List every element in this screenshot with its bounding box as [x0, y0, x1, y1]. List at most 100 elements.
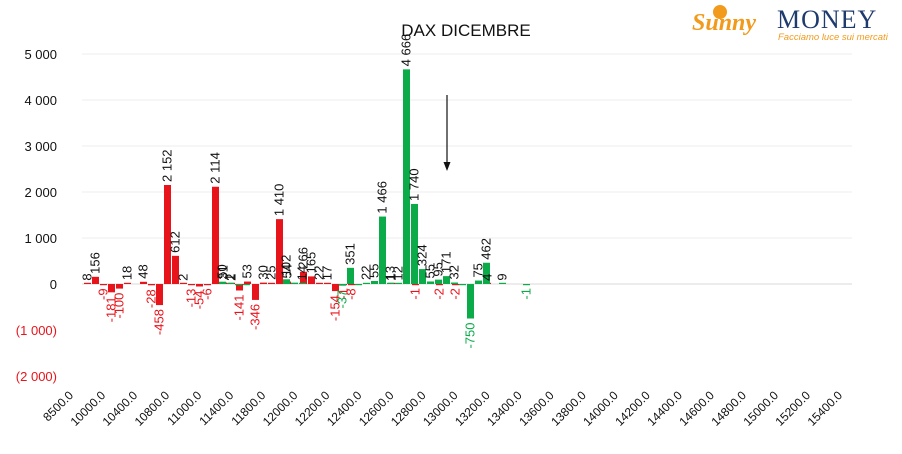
bar — [156, 284, 163, 306]
data-label: 22 — [359, 266, 374, 280]
bar — [212, 186, 219, 284]
bar — [395, 282, 402, 284]
bar — [124, 282, 131, 284]
bar — [219, 281, 226, 284]
data-label: -28 — [144, 289, 159, 308]
bar — [100, 284, 107, 286]
data-label: 351 — [343, 243, 358, 265]
data-label: 31 — [216, 265, 231, 279]
data-label: 53 — [240, 264, 255, 278]
data-label: 102 — [279, 255, 294, 277]
y-tick-label: 1 000 — [24, 231, 57, 246]
data-label: 22 — [312, 266, 327, 280]
bar — [164, 185, 171, 284]
data-label: 12 — [391, 266, 406, 280]
bar — [483, 262, 490, 284]
bar — [276, 219, 283, 284]
bar — [316, 282, 323, 284]
data-label: -346 — [248, 304, 263, 330]
data-label: 4 — [480, 274, 495, 281]
data-label: -1 — [519, 288, 534, 300]
bar — [348, 284, 355, 286]
bar — [227, 282, 234, 284]
bar — [467, 284, 474, 319]
data-label: 165 — [304, 252, 319, 274]
data-label: 95 — [431, 262, 446, 276]
data-label: -141 — [232, 294, 247, 320]
sun-icon — [713, 5, 727, 19]
bar — [412, 284, 419, 286]
bar — [411, 203, 418, 284]
bar — [148, 284, 155, 286]
data-label: 48 — [136, 264, 151, 278]
data-label: -1 — [336, 288, 351, 300]
y-tick-label: (2 000) — [16, 369, 57, 384]
data-label: -2 — [432, 288, 447, 300]
bar — [339, 284, 346, 286]
bar — [347, 267, 354, 284]
data-label: 266 — [296, 247, 311, 269]
bar — [260, 282, 267, 284]
bar — [116, 284, 123, 289]
data-label: 612 — [168, 231, 183, 253]
data-label: 1 — [384, 274, 399, 281]
y-tick-label: 0 — [50, 277, 57, 292]
data-label: 8 — [80, 273, 95, 280]
data-label: 1 466 — [375, 181, 390, 214]
data-label: 1 410 — [272, 184, 287, 217]
data-label: 1 740 — [407, 168, 422, 201]
bar — [324, 282, 331, 284]
chart-title: DAX DICEMBRE — [401, 21, 530, 40]
data-label: 9 — [495, 273, 510, 280]
data-label: 55 — [367, 264, 382, 278]
bar — [451, 282, 458, 284]
bar — [92, 276, 99, 284]
bar — [371, 281, 378, 284]
data-label: -458 — [152, 309, 167, 335]
x-tick-label: 11400.0 — [196, 388, 236, 428]
bar — [443, 276, 450, 284]
data-label: 17 — [320, 266, 335, 280]
bar — [204, 284, 211, 286]
bar — [387, 282, 394, 284]
bar — [236, 284, 243, 291]
bar — [235, 284, 242, 286]
bar — [299, 282, 306, 284]
bar — [172, 255, 179, 284]
data-label: 462 — [479, 238, 494, 260]
y-axis: 5 000 4 000 3 000 2 000 1 000 0 (1 000) (2 000) — [16, 47, 57, 384]
bar — [355, 284, 362, 286]
data-label: 75 — [471, 263, 486, 277]
bar — [243, 284, 250, 286]
bar — [308, 276, 315, 284]
data-label: -13 — [184, 289, 199, 308]
data-label: 50 — [215, 264, 230, 278]
bar — [427, 281, 434, 284]
arrow-annotation — [443, 95, 451, 171]
arrow-head-icon — [443, 162, 451, 171]
bar — [475, 280, 482, 284]
data-label: -750 — [463, 323, 478, 349]
bar — [452, 284, 459, 286]
bar — [140, 281, 147, 284]
data-label: 25 — [264, 265, 279, 279]
y-tick-label: 5 000 — [24, 47, 57, 62]
data-label: 30 — [256, 265, 271, 279]
bar — [436, 284, 443, 286]
bar — [332, 284, 339, 292]
data-label: 14 — [295, 266, 310, 280]
logo-money: MONEY — [777, 5, 877, 34]
data-label: -6 — [200, 288, 215, 300]
logo-tagline: Facciamo luce sui mercati — [778, 32, 889, 43]
bar — [403, 69, 410, 284]
bar — [291, 282, 298, 284]
data-label: 4 666 — [399, 34, 414, 67]
data-label: 2 — [224, 274, 239, 281]
logo-sunny: Sunny — [692, 10, 756, 36]
bar — [419, 269, 426, 284]
x-axis: 8500.010000.010400.010800.011000.011400.… — [40, 388, 845, 429]
sunny-money-logo: Sunny MONEY Facciamo luce sui mercati — [692, 5, 889, 43]
bar — [379, 216, 386, 284]
